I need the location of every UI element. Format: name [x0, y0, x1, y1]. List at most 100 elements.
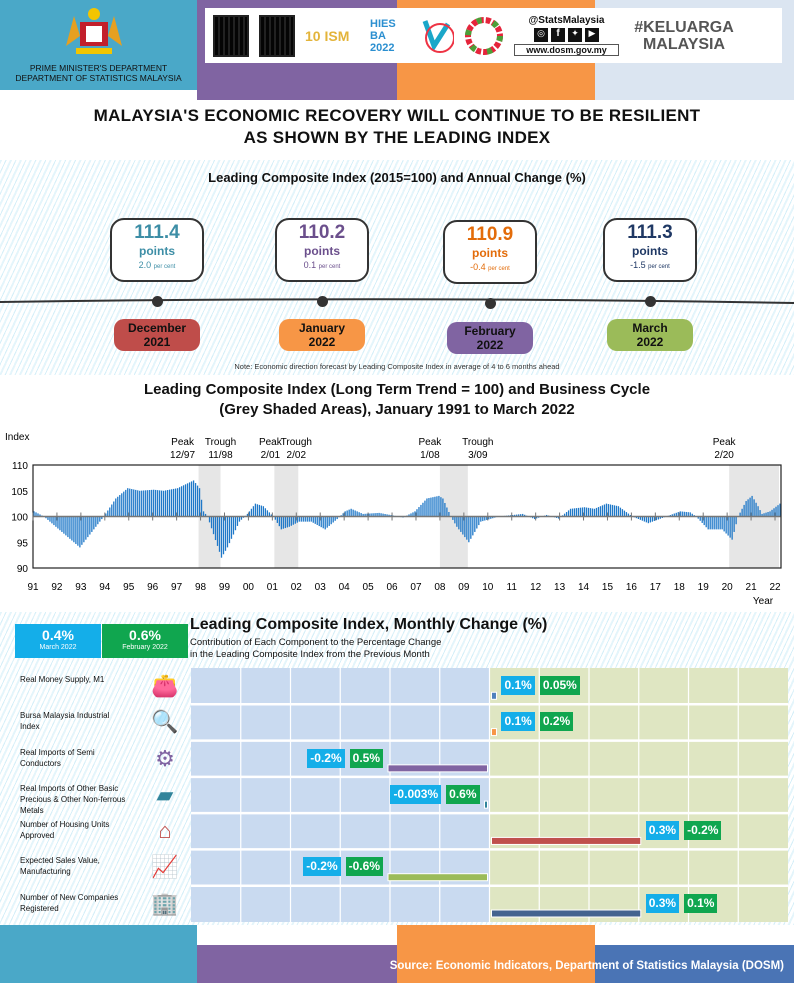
- twitter-icon[interactable]: ✦: [568, 28, 582, 42]
- y-tick-label: 100: [11, 513, 28, 524]
- component-contribution-chart: [191, 668, 788, 922]
- 10-years-ism-logo: 10 ISM: [305, 27, 350, 44]
- footer-purple-block: [197, 945, 397, 983]
- cycle-annotation-label: Peak: [419, 437, 443, 448]
- website-link[interactable]: www.dosm.gov.my: [514, 44, 619, 56]
- timeline-dot: [485, 298, 496, 309]
- stock-chart-magnifier-icon: 🔍: [151, 709, 179, 735]
- logo-banner: 10 ISM HIES BA 2022 @StatsMalaysia ◎ f ✦…: [205, 8, 782, 63]
- february-change-tag: 0.05%: [539, 676, 580, 695]
- index-value: 111.3: [627, 222, 673, 243]
- cycle-annotation-label: Peak: [259, 437, 283, 448]
- presentation-chart-icon: 📈: [151, 854, 179, 880]
- title-line-1: MALAYSIA'S ECONOMIC RECOVERY WILL CONTIN…: [93, 106, 701, 125]
- annual-change-value: -0.4: [470, 262, 486, 272]
- dept-line-2: DEPARTMENT OF STATISTICS MALAYSIA: [15, 73, 182, 83]
- facebook-qr-code-icon[interactable]: [259, 14, 295, 57]
- source-note: Source: Economic Indicators, Department …: [390, 960, 784, 972]
- component-label: Bursa Malaysia Industrial Index: [20, 711, 110, 732]
- wallet-icon: 👛: [151, 673, 179, 698]
- index-card: 110.2 points 0.1 per cent: [275, 218, 369, 282]
- sdg-wheel-icon: [465, 16, 503, 55]
- annual-change: -0.4 per cent: [445, 261, 535, 275]
- cycle-annotation-date: 2/20: [714, 450, 734, 461]
- social-handle[interactable]: @StatsMalaysia: [528, 15, 605, 26]
- malaysia-coat-of-arms-icon: [66, 8, 122, 54]
- kpi-march-value: 0.4%: [42, 627, 74, 643]
- index-card: 110.9 points -0.4 per cent: [443, 220, 537, 284]
- per-cent-label: per cent: [318, 264, 341, 270]
- value-tags: -0.003% 0.6%: [390, 784, 480, 804]
- x-tick-label: 99: [219, 582, 231, 593]
- index-unit: points: [304, 244, 340, 258]
- leading-index-long-term-chart: 110 105 100 95 90 91 92 93 94 95 96 97 98 99 00 01 02 03 0…: [5, 432, 782, 607]
- timeline-dot: [645, 296, 656, 307]
- month-name: February: [464, 324, 516, 338]
- x-tick-label: 12: [530, 582, 542, 593]
- x-tick-label: 97: [171, 582, 183, 593]
- february-change-tag: 0.6%: [446, 784, 480, 804]
- kpi-february-period: February 2022: [122, 644, 168, 651]
- march-change-tag: 0.1%: [501, 676, 535, 695]
- x-tick-label: 02: [291, 582, 303, 593]
- youtube-icon[interactable]: ▶: [585, 28, 599, 42]
- source-text: Economic Indicators, Department of Stati…: [435, 960, 784, 972]
- value-tags: 0.3% -0.2%: [645, 821, 722, 841]
- month-tag: January 2022: [279, 319, 365, 351]
- x-tick-label: 00: [243, 582, 255, 593]
- cycle-annotation-label: Peak: [713, 437, 737, 448]
- month-year: 2022: [476, 338, 504, 352]
- index-unit: points: [632, 244, 668, 258]
- cycle-annotation-date: 2/01: [261, 450, 281, 461]
- annual-change-value: 0.1: [303, 260, 317, 270]
- timeline-title: Leading Composite Index (2015=100) and A…: [208, 170, 586, 185]
- month-tag: December 2021: [114, 319, 200, 351]
- february-change-tag: 0.1%: [684, 893, 718, 913]
- y-tick-label: 95: [17, 538, 29, 549]
- index-value: 110.2: [298, 222, 346, 243]
- x-tick-label: 93: [75, 582, 87, 593]
- value-tags: 0.1% 0.05%: [501, 676, 580, 695]
- x-tick-label: 18: [674, 582, 686, 593]
- per-cent-label: per cent: [488, 266, 510, 272]
- x-tick-label: 07: [410, 582, 422, 593]
- main-title: MALAYSIA'S ECONOMIC RECOVERY WILL CONTIN…: [0, 105, 794, 149]
- month-year: 2022: [636, 335, 664, 349]
- value-tags: -0.2% -0.6%: [303, 857, 383, 877]
- dept-line-1: PRIME MINISTER'S DEPARTMENT: [29, 63, 168, 73]
- february-change-tag: 0.2%: [539, 712, 574, 732]
- subtitle-line-2: in the Leading Composite Index from the …: [190, 649, 430, 660]
- kpi-march-period: March 2022: [39, 644, 77, 651]
- timeline-line: [0, 298, 794, 304]
- cycle-annotation-label: Trough: [281, 437, 312, 448]
- forecast-note: Note: Economic direction forecast by Lea…: [234, 362, 560, 371]
- long-term-chart-title: Leading Composite Index (Long Term Trend…: [0, 380, 794, 420]
- x-tick-label: 01: [267, 582, 279, 593]
- annual-change-value: 2.0: [138, 260, 152, 270]
- x-tick-label: 16: [626, 582, 638, 593]
- index-card: 111.4 points 2.0 per cent: [110, 218, 204, 282]
- instagram-icon[interactable]: ◎: [534, 28, 548, 42]
- cycle-annotation-date: 12/97: [170, 450, 195, 461]
- timeline-dot: [152, 296, 163, 307]
- x-tick-label: 96: [147, 582, 159, 593]
- month-name: December: [127, 321, 187, 335]
- qr-code-icon[interactable]: [213, 14, 249, 57]
- component-label: Expected Sales Value, Manufacturing: [20, 856, 100, 877]
- index-unit: points: [139, 244, 175, 258]
- y-tick-label: 110: [12, 461, 28, 472]
- cycle-annotation-label: Peak: [171, 437, 195, 448]
- month-tag: March 2022: [607, 319, 693, 351]
- facebook-icon[interactable]: f: [551, 28, 565, 42]
- march-change-tag: -0.003%: [390, 784, 442, 804]
- contribution-bar: [387, 873, 488, 882]
- department-name: PRIME MINISTER'S DEPARTMENT DEPARTMENT O…: [0, 63, 197, 83]
- component-label: Number of New Companies Registered: [20, 892, 119, 913]
- timeline-dot: [317, 296, 328, 307]
- month-year: 2022: [308, 335, 336, 349]
- chart-title-line-1: Leading Composite Index (Long Term Trend…: [143, 381, 651, 398]
- per-cent-label: per cent: [153, 264, 176, 270]
- footer-teal-block: [0, 925, 197, 983]
- office-building-icon: 🏢: [151, 890, 179, 916]
- march-change-tag: 0.3%: [645, 893, 680, 913]
